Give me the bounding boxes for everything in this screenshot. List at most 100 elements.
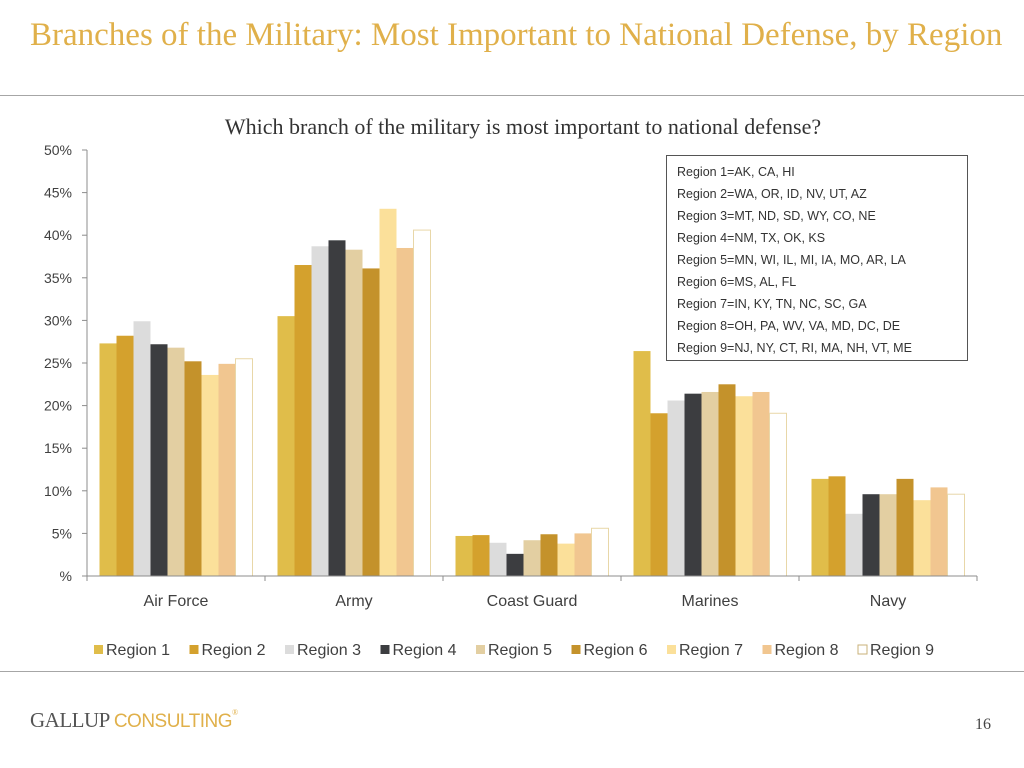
bar-marines-region-6 — [718, 384, 736, 576]
bar-coast-guard-region-8 — [574, 533, 592, 576]
legend: Region 1 Region 2 Region 3 Region 4 Region 5… — [94, 642, 934, 659]
legend-label: Region 5 — [488, 642, 552, 659]
bar-marines-region-4 — [684, 393, 702, 576]
legend-swatch — [285, 645, 294, 654]
y-tick-label: 45% — [44, 185, 72, 201]
region-key-item: Region 3=MT, ND, SD, WY, CO, NE — [677, 209, 876, 223]
bar-army-region-3 — [311, 246, 329, 576]
bar-air-force-region-2 — [116, 335, 134, 576]
region-key-item: Region 7=IN, KY, TN, NC, SC, GA — [677, 297, 867, 311]
legend-label: Region 1 — [106, 642, 170, 659]
bar-navy-region-2 — [828, 476, 846, 576]
page-number: 16 — [975, 716, 991, 733]
bar-army-region-4 — [328, 240, 346, 576]
bar-marines-region-1 — [633, 351, 651, 576]
legend-label: Region 2 — [202, 642, 266, 659]
region-key: Region 1=AK, CA, HI Region 2=WA, OR, ID, … — [666, 155, 968, 361]
logo-primary: GALLUP — [30, 708, 110, 732]
registered-mark: ® — [231, 708, 238, 717]
gallup-consulting-logo: GALLUP CONSULTING® — [30, 708, 238, 733]
y-tick-label: 40% — [44, 227, 72, 243]
region-key-item: Region 2=WA, OR, ID, NV, UT, AZ — [677, 187, 867, 201]
bar-marines-region-8 — [752, 391, 770, 576]
bar-marines-region-2 — [650, 413, 668, 576]
bar-air-force-region-9 — [235, 358, 253, 577]
legend-label: Region 8 — [775, 642, 839, 659]
bar-air-force-region-1 — [99, 343, 117, 576]
region-key-item: Region 4=NM, TX, OK, KS — [677, 231, 826, 245]
x-category-label: Air Force — [144, 593, 209, 610]
bar-navy-region-8 — [930, 487, 948, 576]
bar-coast-guard-region-5 — [523, 540, 541, 576]
bar-coast-guard-region-2 — [472, 535, 490, 576]
legend-label: Region 7 — [679, 642, 743, 659]
x-category-label: Coast Guard — [487, 593, 578, 610]
bar-army-region-9 — [413, 229, 431, 577]
region-key-item: Region 5=MN, WI, IL, MI, IA, MO, AR, LA — [677, 253, 906, 267]
logo-secondary: CONSULTING — [113, 711, 233, 732]
bar-army-region-8 — [396, 247, 414, 577]
legend-swatch — [94, 645, 103, 654]
bar-air-force-region-4 — [150, 344, 168, 576]
region-key-item: Region 1=AK, CA, HI — [677, 165, 795, 179]
bar-navy-region-5 — [879, 494, 897, 576]
legend-swatch — [189, 645, 199, 654]
bar-coast-guard-region-3 — [489, 542, 507, 576]
bar-navy-region-6 — [896, 478, 914, 576]
bar-navy-region-9 — [947, 493, 965, 577]
y-tick-label: 30% — [44, 312, 72, 328]
bars — [99, 208, 965, 577]
bar-army-region-5 — [345, 249, 363, 576]
region-key-item: Region 9=NJ, NY, CT, RI, MA, NH, VT, ME — [677, 341, 912, 355]
bar-navy-region-4 — [862, 494, 880, 576]
legend-swatch — [380, 645, 390, 654]
bar-air-force-region-6 — [184, 361, 202, 576]
bar-marines-region-5 — [701, 391, 719, 576]
x-category-label: Marines — [682, 593, 739, 610]
bar-coast-guard-region-1 — [455, 535, 473, 576]
bar-marines-region-3 — [667, 400, 685, 576]
bar-air-force-region-8 — [218, 363, 236, 576]
bar-navy-region-7 — [913, 500, 931, 576]
x-axis: Air Force Army Coast Guard Marines Navy — [86, 575, 978, 610]
y-tick-label: 10% — [44, 483, 72, 499]
bar-air-force-region-5 — [167, 347, 185, 576]
bar-army-region-1 — [277, 316, 295, 576]
bar-army-region-6 — [362, 268, 380, 576]
bar-navy-region-1 — [811, 478, 829, 576]
y-axis: % 5% 10% 15% 20% 25% 30% 35% 40% 45% 50% — [44, 142, 88, 584]
footer-divider — [0, 671, 1024, 672]
legend-swatch — [667, 645, 676, 654]
bar-air-force-region-3 — [133, 321, 151, 576]
bar-air-force-region-7 — [201, 374, 219, 576]
bar-army-region-7 — [379, 208, 397, 576]
legend-swatch — [857, 644, 868, 655]
bar-coast-guard-region-6 — [540, 534, 558, 576]
bar-chart: % 5% 10% 15% 20% 25% 30% 35% 40% 45% 50% Air Force… — [44, 142, 978, 659]
bar-army-region-2 — [294, 265, 312, 576]
region-key-item: Region 8=OH, PA, WV, VA, MD, DC, DE — [677, 319, 901, 333]
title-divider — [0, 95, 1024, 96]
chart-title: Which branch of the military is most imp… — [224, 114, 822, 139]
legend-label: Region 4 — [393, 642, 457, 659]
bar-marines-region-7 — [735, 396, 753, 576]
x-category-label: Navy — [870, 593, 906, 610]
y-tick-label: 50% — [44, 142, 72, 158]
y-tick-label: 20% — [44, 398, 72, 414]
slide-title: Branches of the Military: Most Important… — [30, 17, 1003, 53]
y-tick-label: % — [60, 568, 72, 584]
bar-coast-guard-region-7 — [557, 543, 575, 576]
legend-label: Region 3 — [297, 642, 361, 659]
y-tick-label: 15% — [44, 440, 72, 456]
x-category-label: Army — [335, 593, 372, 610]
bar-coast-guard-region-9 — [591, 527, 609, 577]
legend-swatch — [571, 645, 581, 654]
legend-swatch — [762, 645, 772, 654]
bar-coast-guard-region-4 — [506, 553, 524, 576]
legend-swatch — [476, 645, 485, 654]
y-tick-label: 35% — [44, 270, 72, 286]
y-tick-label: 25% — [44, 355, 72, 371]
region-key-item: Region 6=MS, AL, FL — [677, 275, 797, 289]
bar-marines-region-9 — [769, 412, 787, 577]
y-tick-label: 5% — [52, 525, 72, 541]
